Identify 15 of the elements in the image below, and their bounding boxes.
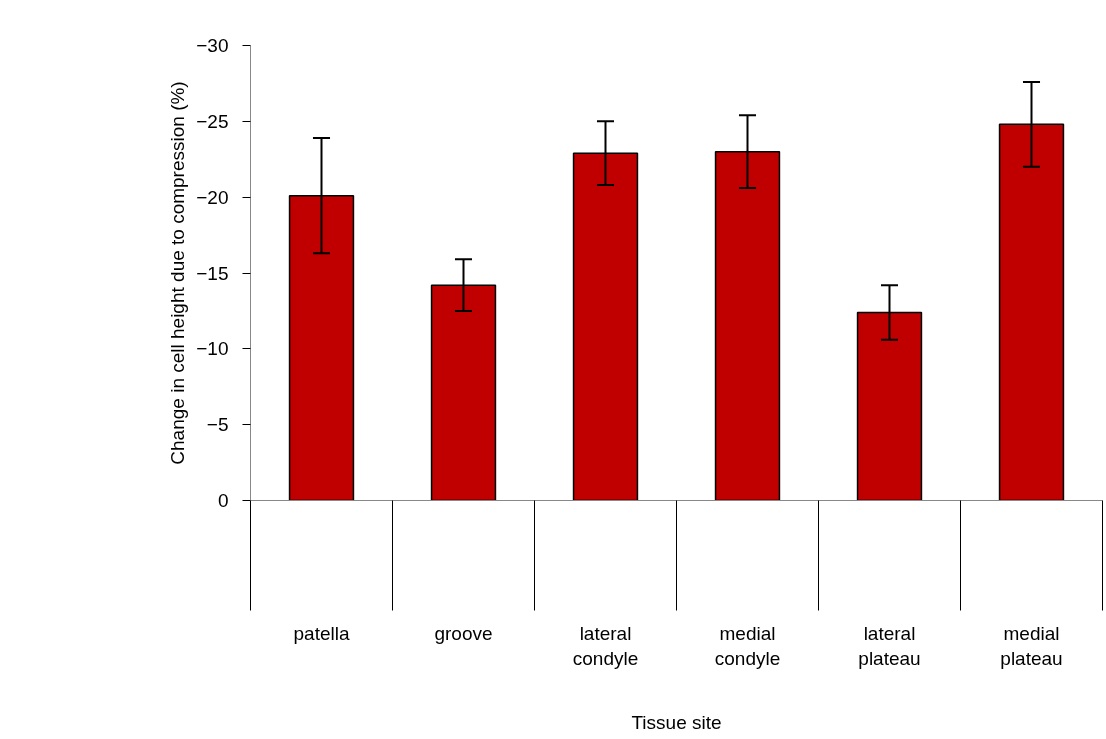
x-axis-title: Tissue site (631, 711, 722, 733)
y-tick-label: −15 (196, 262, 229, 284)
y-tick-label: 0 (217, 490, 229, 511)
y-tick-label: −5 (206, 414, 229, 436)
y-tick-label: −20 (196, 186, 229, 208)
x-tick-label: lateral condyle (572, 622, 639, 669)
x-tick-label: medial plateau (1000, 622, 1063, 669)
y-tick-label: −25 (196, 110, 229, 132)
y-tick-label: −10 (196, 338, 229, 360)
y-axis-title: Change in cell height due to compression (%) (167, 81, 189, 465)
x-tick-label: medial condyle (714, 622, 781, 669)
x-tick-label: groove (434, 622, 493, 644)
y-tick-label: −30 (196, 35, 229, 56)
x-tick-label: lateral plateau (858, 622, 921, 669)
x-tick-label: patella (293, 622, 350, 644)
